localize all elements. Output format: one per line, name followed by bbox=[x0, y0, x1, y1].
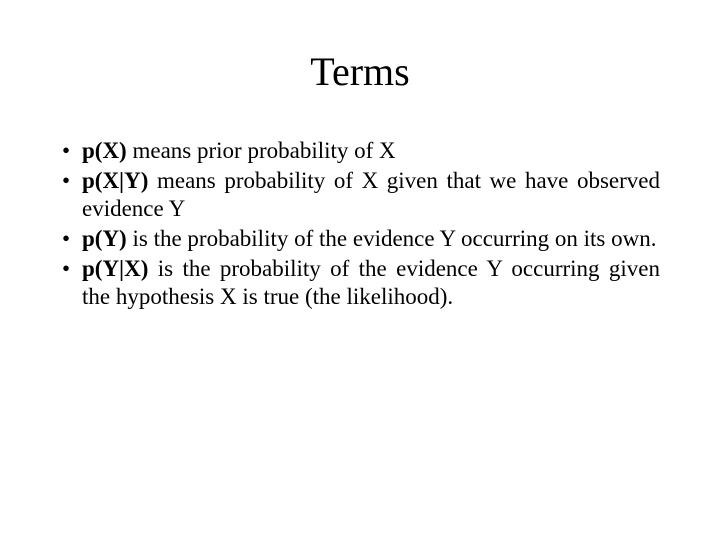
list-item: p(Y|X) is the probability of the evidenc… bbox=[60, 255, 660, 311]
bullet-list: p(X) means prior probability of X p(X|Y)… bbox=[60, 137, 660, 311]
term: p(Y|X) bbox=[82, 256, 148, 281]
slide: Terms p(X) means prior probability of X … bbox=[0, 0, 720, 540]
term: p(X|Y) bbox=[82, 168, 148, 193]
term: p(Y) bbox=[82, 226, 127, 251]
term: p(X) bbox=[82, 138, 127, 163]
list-item: p(Y) is the probability of the evidence … bbox=[60, 225, 660, 253]
definition: means probability of X given that we hav… bbox=[82, 168, 660, 221]
definition: is the probability of the evidence Y occ… bbox=[127, 226, 657, 251]
definition: means prior probability of X bbox=[127, 138, 396, 163]
list-item: p(X|Y) means probability of X given that… bbox=[60, 167, 660, 223]
list-item: p(X) means prior probability of X bbox=[60, 137, 660, 165]
definition: is the probability of the evidence Y occ… bbox=[82, 256, 660, 309]
slide-title: Terms bbox=[60, 48, 660, 95]
